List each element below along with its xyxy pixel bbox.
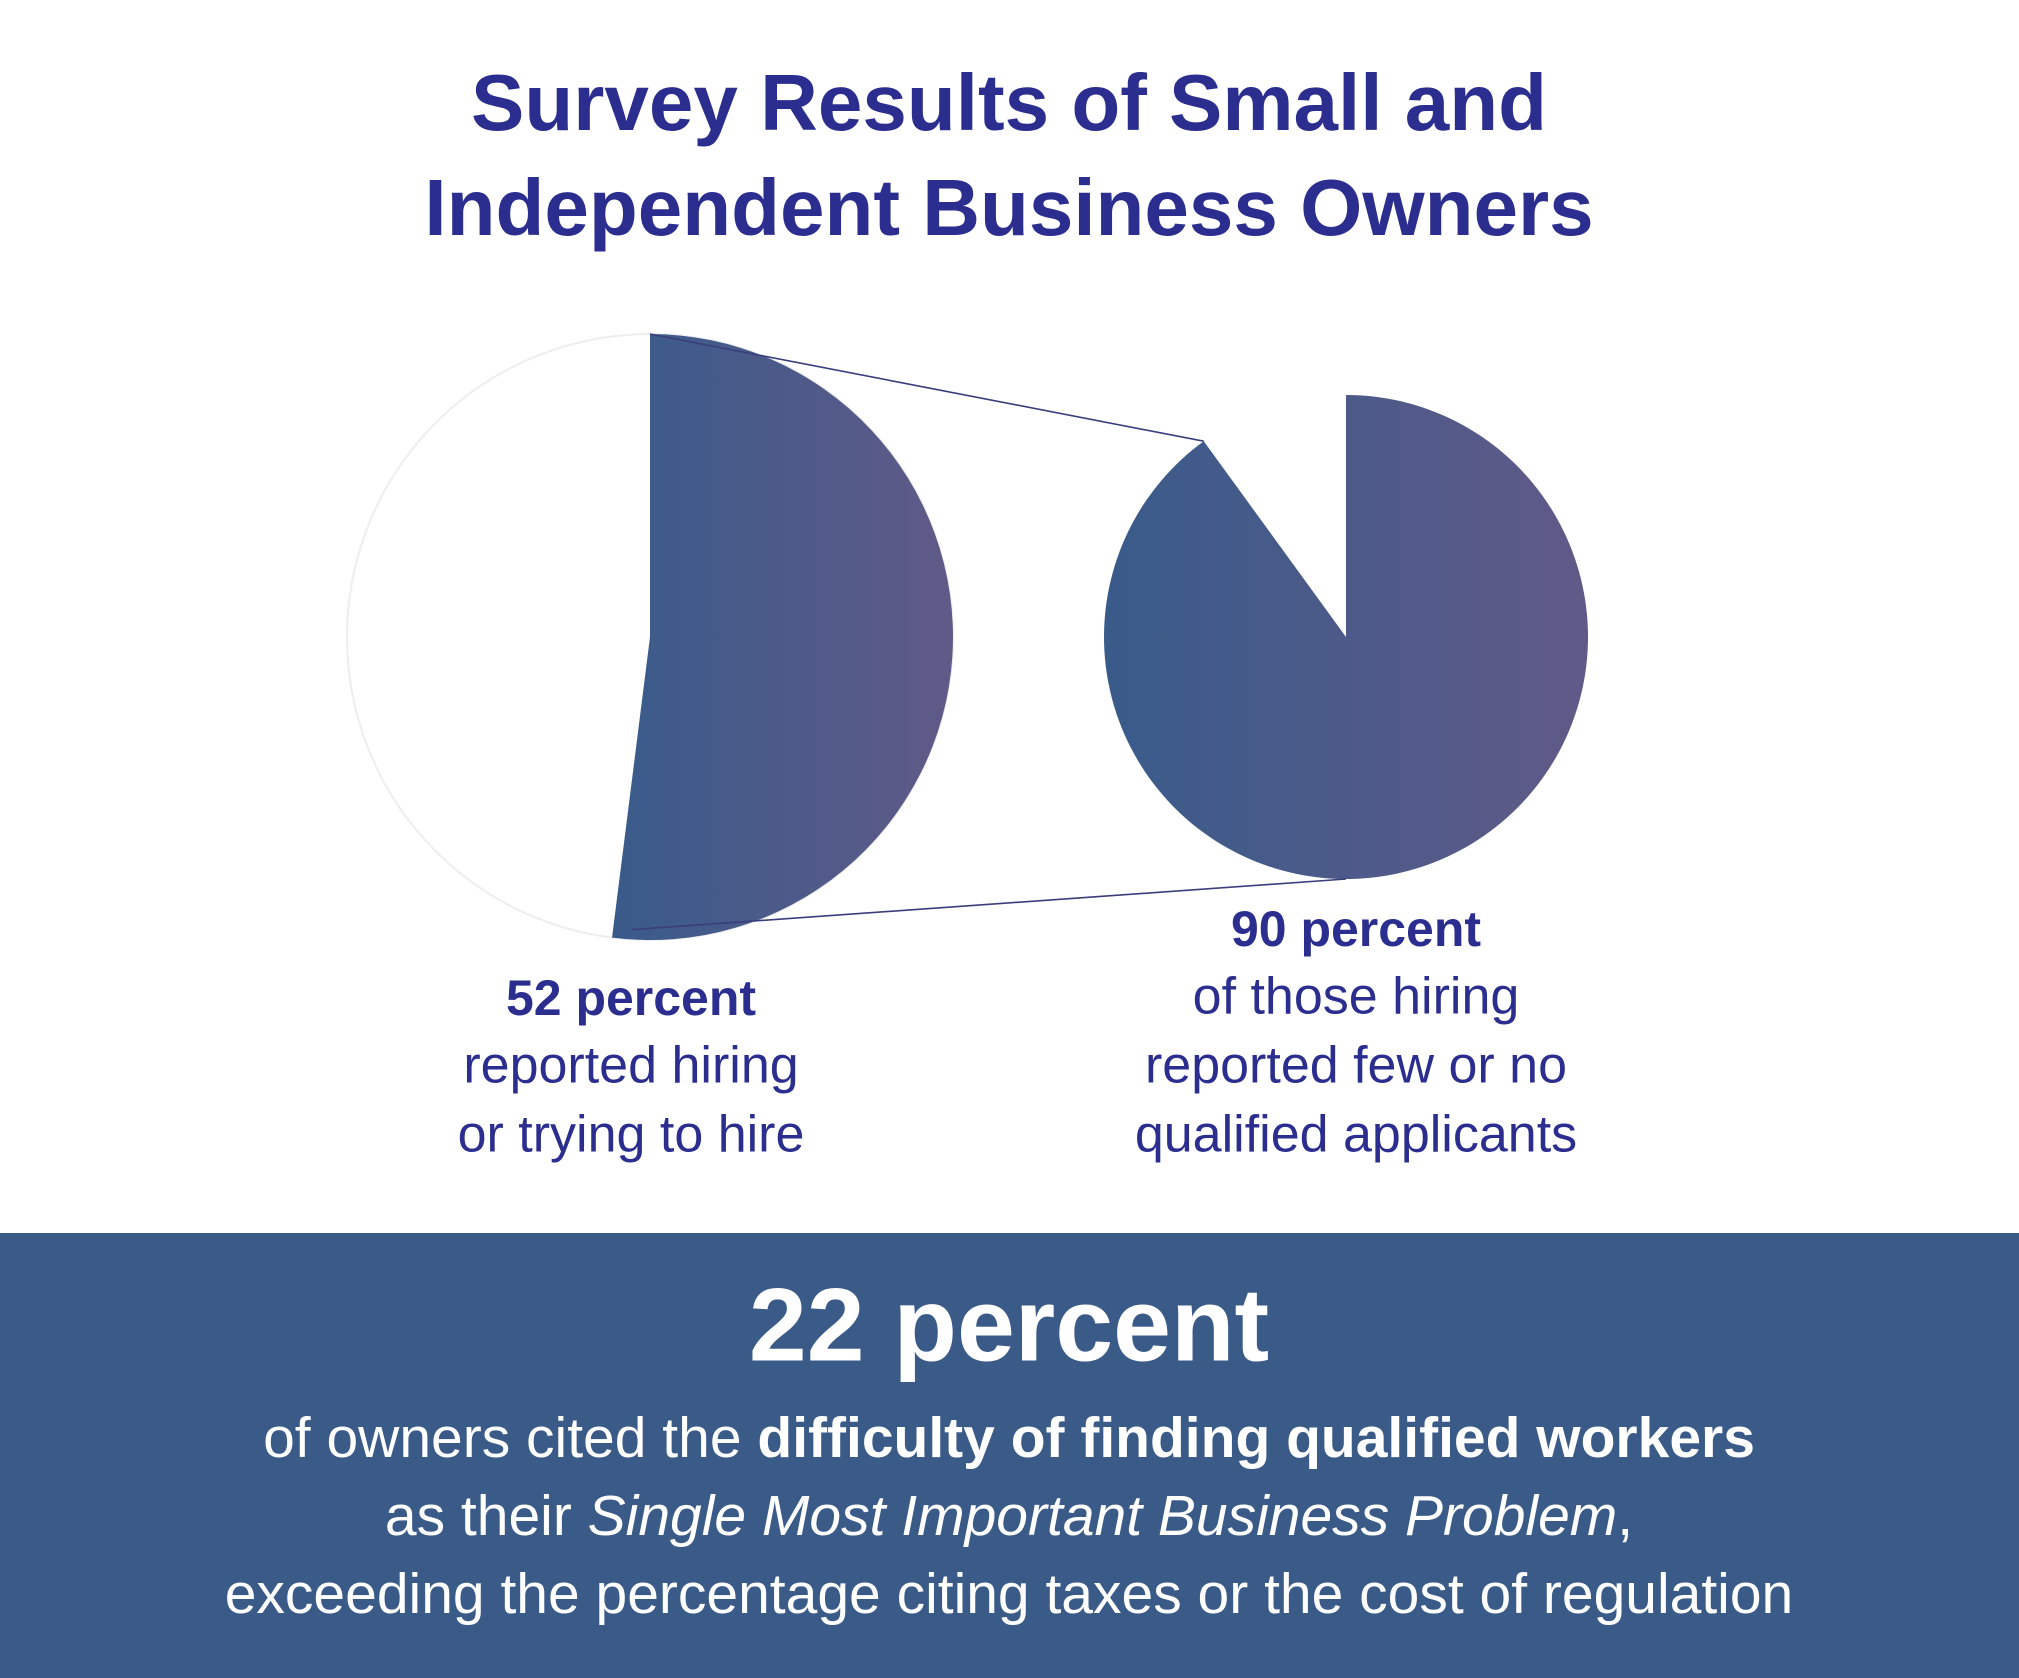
callout-line: of owners cited the difficulty of findin… [263, 1406, 1755, 1470]
value-label: 90 percent [1231, 901, 1481, 957]
connector-line [631, 878, 1347, 931]
pie-slice [612, 334, 953, 940]
caption-line: reported hiring [463, 1037, 798, 1095]
pie-slice [1104, 395, 1589, 879]
callout-line: exceeding the percentage citing taxes or… [225, 1562, 1794, 1626]
callout-headline: 22 percent [749, 1267, 1269, 1383]
callout-segment: difficulty of finding qualified workers [757, 1406, 1755, 1470]
value-label: 52 percent [506, 970, 756, 1026]
callout-segment: Single Most Important Business Problem [588, 1484, 1618, 1548]
connector-line [649, 333, 1204, 443]
title-line: Independent Business Owners [424, 163, 1593, 252]
caption-line: or trying to hire [458, 1106, 805, 1164]
callout-line: as their Single Most Important Business … [385, 1484, 1633, 1548]
callout-band [0, 1233, 2019, 1678]
callout-segment: , [1617, 1484, 1633, 1548]
callout-segment: of owners cited the [263, 1406, 757, 1470]
callout-segment: exceeding the percentage citing taxes or… [225, 1562, 1794, 1626]
caption-line: of those hiring [1193, 968, 1520, 1026]
title-line: Survey Results of Small and [471, 58, 1547, 147]
caption-line: qualified applicants [1135, 1106, 1577, 1164]
caption-line: reported few or no [1145, 1037, 1567, 1095]
callout-segment: as their [385, 1484, 588, 1548]
